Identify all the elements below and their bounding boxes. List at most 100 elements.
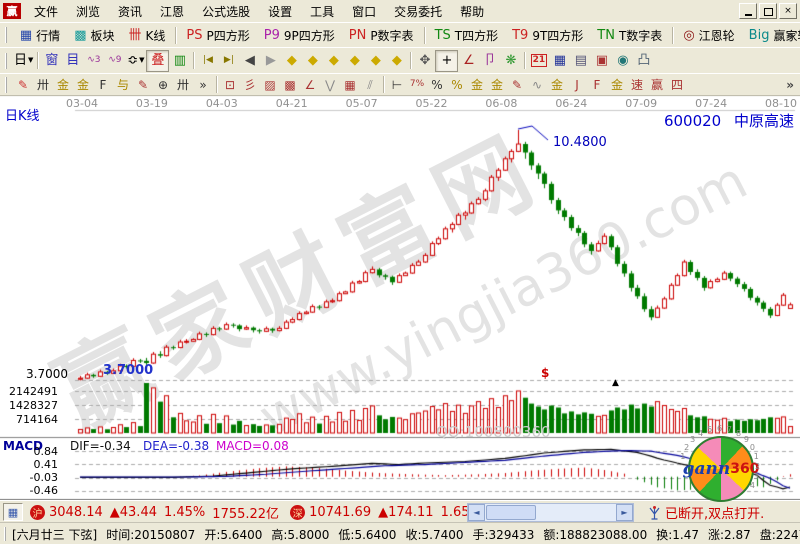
- sectors-button[interactable]: ▩ 板块: [67, 25, 121, 45]
- spiral-ruler-tool[interactable]: 与: [113, 76, 133, 93]
- menu-item-2[interactable]: 资讯: [118, 4, 143, 19]
- minimize-button[interactable]: [739, 3, 757, 19]
- p-number-button[interactable]: PN P数字表: [342, 25, 421, 45]
- zoom-in-h-button[interactable]: ◆: [323, 51, 344, 71]
- zoom-in-v-button[interactable]: ◆: [365, 51, 386, 71]
- ruler-tool-2[interactable]: 卅: [173, 76, 193, 93]
- last-bar-button[interactable]: ▶|: [218, 51, 239, 71]
- toolbar-grip[interactable]: [5, 52, 10, 69]
- ruler-tool[interactable]: 卅: [33, 76, 53, 93]
- scroll-left-button[interactable]: ◆: [281, 51, 302, 71]
- scroll-right-button[interactable]: ◆: [302, 51, 323, 71]
- menu-item-6[interactable]: 工具: [310, 4, 335, 19]
- more-rulers-chevron[interactable]: »: [193, 76, 213, 93]
- toolbar-overflow-chevron[interactable]: »: [786, 28, 794, 42]
- quote-table-icon[interactable]: ▦: [3, 503, 23, 521]
- f-angle-tool[interactable]: F: [587, 76, 607, 93]
- volume-profile-tool[interactable]: ▥: [169, 51, 190, 71]
- notes-button[interactable]: ▤: [570, 51, 591, 71]
- toolbar-grip[interactable]: [5, 27, 10, 43]
- gold-ruler-tool-2[interactable]: 金: [73, 76, 93, 93]
- percent-line-tool[interactable]: %: [447, 76, 467, 93]
- grid-tool[interactable]: ▦: [340, 76, 360, 93]
- menu-item-3[interactable]: 江恩: [160, 4, 185, 19]
- scale-tool[interactable]: ⊢: [387, 76, 407, 93]
- pan-tool[interactable]: ✥: [414, 51, 435, 71]
- overlay-toggle[interactable]: 叠: [146, 49, 170, 72]
- horizontal-scrollbar[interactable]: ◄ ►: [467, 503, 634, 522]
- gold-ruler-tool-1[interactable]: 金: [53, 76, 73, 93]
- close-button[interactable]: ×: [779, 3, 797, 19]
- quotes-button[interactable]: ▦ 行情: [13, 25, 67, 45]
- menu-item-9[interactable]: 帮助: [460, 4, 485, 19]
- j-angle-tool[interactable]: J: [567, 76, 587, 93]
- gann-box-tool[interactable]: ⊡: [220, 76, 240, 93]
- angle-tool[interactable]: ∠: [458, 51, 479, 71]
- prev-bar-button[interactable]: ◀: [239, 51, 260, 71]
- kline-chart-canvas[interactable]: [0, 95, 800, 500]
- t-square-button[interactable]: TS T四方形: [428, 25, 506, 45]
- crosshair-tool[interactable]: +: [435, 49, 459, 72]
- gold-angle-tool[interactable]: 金: [547, 76, 567, 93]
- kline-button[interactable]: 卌 K线: [122, 25, 173, 45]
- quotes-button-icon: ▦: [19, 27, 33, 43]
- fan-box-tool[interactable]: ▨: [260, 76, 280, 93]
- restore-button[interactable]: [759, 3, 777, 19]
- draw-pen-tool[interactable]: ✎: [13, 76, 33, 93]
- menu-item-0[interactable]: 文件: [34, 4, 59, 19]
- gann-node-tool[interactable]: 卩: [479, 51, 500, 71]
- print-button[interactable]: 凸: [633, 51, 654, 71]
- percent-tool[interactable]: %: [427, 76, 447, 93]
- first-bar-button[interactable]: |◀: [197, 51, 218, 71]
- scrollbar-thumb[interactable]: [486, 505, 536, 520]
- window-layout-tool[interactable]: 窗: [41, 51, 62, 71]
- t9-square-button[interactable]: T9 9T四方形: [505, 25, 590, 45]
- speed-line-tool[interactable]: 速: [627, 76, 647, 93]
- calendar-button-icon: 21: [530, 54, 548, 67]
- info-list-tool[interactable]: 目: [62, 51, 83, 71]
- gold-ray-tool[interactable]: 金: [607, 76, 627, 93]
- four-line-tool[interactable]: 四: [667, 76, 687, 93]
- mark-tool[interactable]: ✎: [507, 76, 527, 93]
- scroll-left-arrow[interactable]: ◄: [468, 504, 485, 521]
- gann-fan-tool[interactable]: 彡: [240, 76, 260, 93]
- marker-ruler-tool[interactable]: ✎: [133, 76, 153, 93]
- scroll-right-arrow[interactable]: ►: [616, 504, 633, 521]
- angle-line-tool[interactable]: ∠: [300, 76, 320, 93]
- compass-tool[interactable]: ⊕: [153, 76, 173, 93]
- period-selector[interactable]: 日 ▼: [13, 51, 34, 71]
- menu-item-1[interactable]: 浏览: [76, 4, 101, 19]
- gann-wheel-button[interactable]: ◎ 江恩轮: [676, 25, 741, 45]
- next-bar-button[interactable]: ▶: [260, 51, 281, 71]
- zigzag-tool[interactable]: ⋁: [320, 76, 340, 93]
- gold-line-tool[interactable]: 金: [487, 76, 507, 93]
- candle-style-selector[interactable]: ≎ ▼: [125, 51, 146, 71]
- menu-item-7[interactable]: 窗口: [352, 4, 377, 19]
- wave-3-tool[interactable]: ∿3: [83, 51, 104, 71]
- wave-tool[interactable]: ∿: [527, 76, 547, 93]
- percent7-tool[interactable]: 7%: [407, 76, 427, 93]
- menu-item-5[interactable]: 设置: [268, 4, 293, 19]
- toolbar-grip[interactable]: [5, 76, 10, 93]
- p9-square-button[interactable]: P9 9P四方形: [257, 25, 342, 45]
- calculator-button[interactable]: ▦: [549, 51, 570, 71]
- win-line-tool[interactable]: 赢: [647, 76, 667, 93]
- calendar-button[interactable]: 21: [528, 51, 549, 71]
- zoom-out-v-button[interactable]: ◆: [386, 51, 407, 71]
- fib-ruler-tool[interactable]: F: [93, 76, 113, 93]
- gold-circle-tool[interactable]: 金: [467, 76, 487, 93]
- winner-wheel-button[interactable]: Big赢家轮: [742, 25, 800, 45]
- toolbar-overflow-chevron[interactable]: »: [786, 77, 794, 92]
- zoom-out-h-button[interactable]: ◆: [344, 51, 365, 71]
- wave-9-tool[interactable]: ∿9: [104, 51, 125, 71]
- parallel-lines-tool[interactable]: ⫽: [360, 76, 380, 93]
- t-number-button[interactable]: TN T数字表: [590, 25, 669, 45]
- chart-globe-button[interactable]: ◉: [612, 51, 633, 71]
- connection-status[interactable]: 已断开,双点打开.: [648, 503, 764, 522]
- menu-item-8[interactable]: 交易委托: [394, 4, 443, 19]
- menu-item-4[interactable]: 公式选股: [202, 4, 251, 19]
- save-button[interactable]: ▣: [591, 51, 612, 71]
- p-square-button[interactable]: PS P四方形: [179, 25, 256, 45]
- smart-analysis-tool[interactable]: ❋: [500, 51, 521, 71]
- hatch-box-tool[interactable]: ▩: [280, 76, 300, 93]
